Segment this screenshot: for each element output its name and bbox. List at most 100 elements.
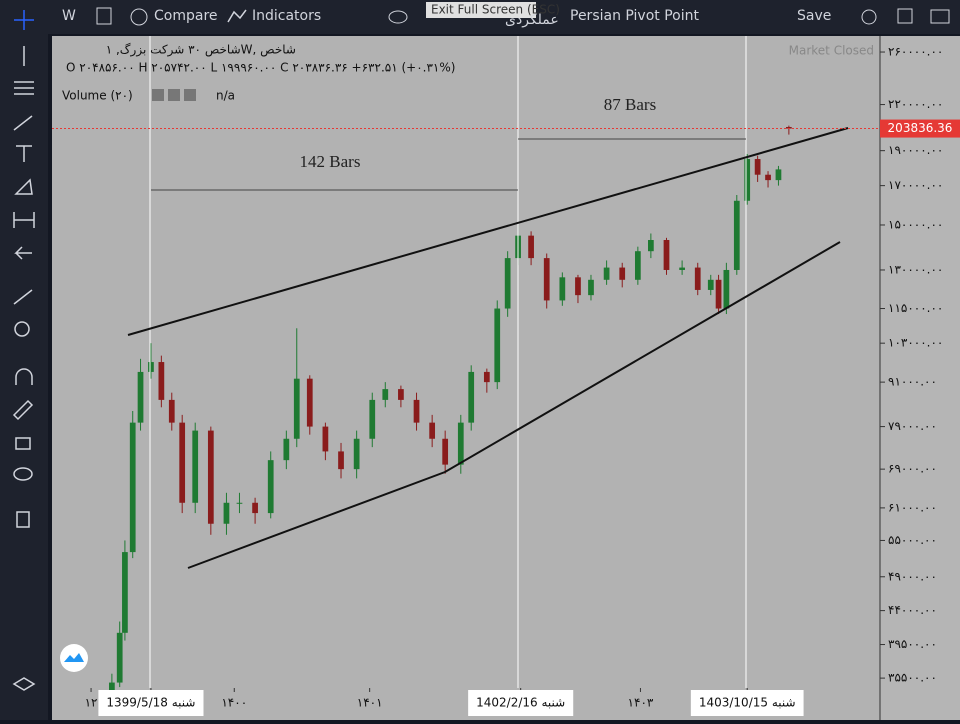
candle-body bbox=[429, 422, 436, 439]
save-button[interactable]: Save bbox=[797, 8, 831, 24]
y-tick-label: ۱۷۰۰۰۰.۰۰ bbox=[888, 178, 943, 192]
y-tick-label: ۳۹۵۰۰.۰۰ bbox=[888, 637, 937, 651]
hide-tool[interactable] bbox=[13, 467, 33, 481]
indicators-button[interactable]: Indicators bbox=[252, 8, 321, 24]
candle-body bbox=[483, 371, 490, 383]
x-tick-label: 1402/2/16 شنبه bbox=[476, 696, 565, 710]
magnet-tool[interactable] bbox=[15, 368, 33, 385]
crosshair-tool[interactable] bbox=[14, 10, 34, 30]
candle-body bbox=[398, 389, 404, 400]
candle-body bbox=[369, 399, 376, 439]
indicators-icon[interactable] bbox=[227, 9, 247, 23]
ruler-tool[interactable] bbox=[13, 289, 33, 305]
candle-body bbox=[116, 632, 123, 683]
date-label-box bbox=[468, 690, 574, 716]
template-button[interactable]: عملکردی bbox=[505, 12, 559, 28]
lock-draw-tool[interactable] bbox=[12, 399, 34, 421]
candle-body bbox=[786, 126, 792, 129]
layers-tool[interactable] bbox=[12, 677, 36, 691]
candle-body bbox=[283, 438, 290, 461]
drawing-tools bbox=[12, 10, 36, 691]
volume-eye[interactable] bbox=[152, 89, 164, 101]
lock-tool[interactable] bbox=[15, 437, 31, 450]
price-axis bbox=[880, 36, 960, 720]
candle-body bbox=[148, 362, 154, 372]
screenshot-icon[interactable] bbox=[930, 9, 950, 24]
y-tick-label: ۱۹۰۰۰۰.۰۰ bbox=[888, 143, 943, 157]
bars-annotation: 142 Bars bbox=[300, 152, 361, 171]
candle-body bbox=[723, 269, 730, 309]
text-tool[interactable] bbox=[16, 145, 32, 162]
candle-body bbox=[252, 502, 258, 514]
volume-settings[interactable] bbox=[168, 89, 180, 101]
date-label-box bbox=[98, 690, 204, 716]
study-button[interactable]: Persian Pivot Point bbox=[570, 8, 699, 24]
x-tick-label: ۱۲ bbox=[85, 696, 98, 710]
date-label-box bbox=[690, 690, 804, 716]
compare-button[interactable]: Compare bbox=[154, 8, 218, 24]
logo-mark bbox=[64, 653, 84, 662]
volume-remove[interactable] bbox=[184, 89, 196, 101]
candle-body bbox=[129, 422, 136, 553]
candle-body bbox=[306, 378, 313, 427]
y-tick-label: ۱۵۰۰۰۰.۰۰ bbox=[888, 217, 943, 231]
y-tick-label: ۴۹۰۰۰.۰۰ bbox=[888, 569, 937, 583]
volume-label: Volume (۲۰) bbox=[62, 89, 133, 103]
measure-tool[interactable] bbox=[13, 212, 35, 228]
chart-pane bbox=[52, 36, 880, 688]
trend-lines bbox=[127, 127, 849, 569]
candle-body bbox=[775, 169, 782, 181]
x-tick-label: 1399/5/18 شنبه bbox=[106, 696, 195, 710]
candle-body bbox=[236, 502, 243, 504]
candle-body bbox=[168, 399, 175, 423]
candle-body bbox=[634, 251, 641, 280]
settings-icon[interactable] bbox=[861, 9, 877, 25]
logo[interactable] bbox=[60, 644, 88, 672]
ohlc-values: O ۲۰۴۸۵۶.۰۰ H ۲۰۵۷۴۲.۰۰ L ۱۹۹۹۶۰.۰۰ C ۲۰… bbox=[66, 61, 455, 75]
y-tick-label: ۲۲۰۰۰۰.۰۰ bbox=[888, 97, 943, 111]
zoom-tool[interactable] bbox=[14, 321, 30, 337]
x-tick-label: 1403/10/15 شنبه bbox=[699, 696, 796, 710]
candle-body bbox=[663, 240, 670, 270]
candle-body bbox=[223, 502, 230, 524]
candle-body bbox=[293, 378, 300, 439]
x-tick-label: ۱۴۰۰ bbox=[221, 696, 247, 710]
candle-body bbox=[179, 422, 186, 503]
candle-body bbox=[765, 174, 771, 181]
symbol-title: شاخص ۳۰ شرکت بزرگ, ۱W, شاخص bbox=[106, 43, 296, 58]
candle-body bbox=[648, 240, 654, 252]
candle-body bbox=[158, 362, 165, 400]
back-tool[interactable] bbox=[14, 246, 32, 260]
candle-body bbox=[679, 267, 685, 270]
chart-type-icon[interactable] bbox=[96, 7, 112, 25]
brush-tool[interactable] bbox=[13, 115, 33, 131]
candle-body bbox=[468, 371, 475, 423]
y-tick-label: ۶۱۰۰۰.۰۰ bbox=[888, 500, 937, 514]
candle-body bbox=[694, 267, 701, 290]
fullscreen-icon[interactable] bbox=[897, 8, 913, 24]
fib-tool[interactable] bbox=[14, 81, 34, 95]
candle-body bbox=[494, 308, 501, 383]
candle-body bbox=[504, 258, 511, 309]
eye-icon[interactable] bbox=[388, 10, 408, 24]
y-tick-label: ۵۵۰۰۰.۰۰ bbox=[888, 533, 937, 547]
compare-icon[interactable] bbox=[130, 8, 148, 26]
candle-body bbox=[619, 267, 626, 280]
candle-body bbox=[733, 200, 740, 270]
trash-tool[interactable] bbox=[16, 511, 30, 528]
pattern-tool[interactable] bbox=[14, 178, 33, 195]
tooltip-text: Exit Full Screen (ESC) bbox=[431, 3, 560, 17]
interval-button[interactable]: W bbox=[62, 8, 76, 24]
y-tick-label: ۹۱۰۰۰.۰۰ bbox=[888, 375, 937, 389]
candle-body bbox=[192, 430, 199, 503]
candle-body bbox=[207, 430, 214, 524]
candle-body bbox=[382, 389, 389, 400]
y-tick-label: ۱۱۵۰۰۰.۰۰ bbox=[888, 301, 943, 315]
candle-body bbox=[528, 235, 534, 259]
candle-body bbox=[322, 426, 329, 452]
left-toolbar bbox=[0, 34, 48, 720]
last-price-label: 203836.36 bbox=[888, 121, 953, 135]
candle-body bbox=[137, 371, 144, 423]
candle-body bbox=[413, 399, 420, 423]
